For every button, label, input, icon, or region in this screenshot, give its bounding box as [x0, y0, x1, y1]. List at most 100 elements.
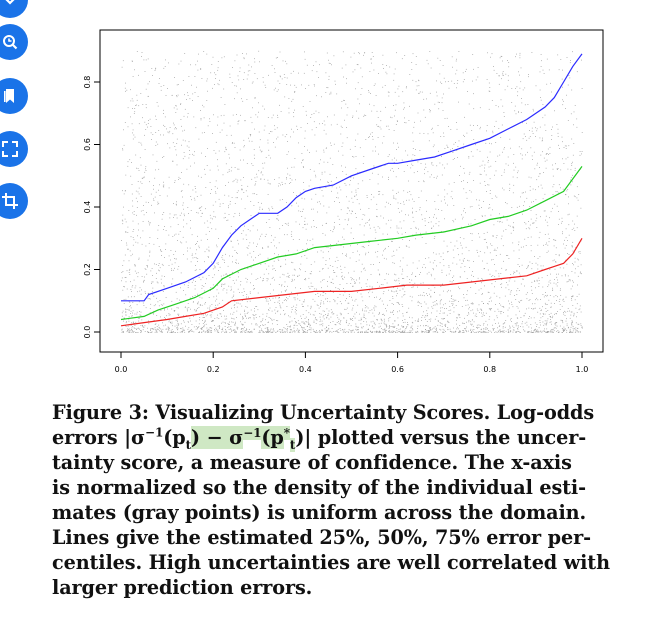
scatter-point: [131, 193, 133, 195]
scatter-point: [504, 89, 506, 91]
scatter-point: [513, 250, 515, 252]
scatter-point: [554, 313, 555, 315]
scatter-point: [345, 309, 347, 310]
scatter-point: [516, 331, 517, 333]
scatter-point: [393, 331, 394, 332]
scatter-point: [509, 331, 511, 333]
scatter-point: [567, 275, 569, 277]
scatter-point: [132, 212, 134, 214]
scatter-point: [577, 199, 579, 201]
scatter-point: [388, 176, 389, 178]
scatter-point: [201, 331, 203, 333]
scatter-point: [501, 235, 503, 237]
scatter-point: [412, 234, 414, 236]
scatter-point: [522, 89, 524, 91]
scatter-point: [529, 189, 531, 191]
scatter-point: [219, 79, 220, 81]
scatter-point: [183, 320, 184, 322]
scatter-point: [571, 298, 572, 299]
scatter-point: [395, 290, 397, 292]
scatter-point: [143, 205, 144, 206]
scatter-point: [241, 185, 243, 186]
scatter-point: [145, 59, 147, 61]
scatter-point: [457, 313, 459, 315]
expand-button[interactable]: [0, 131, 28, 167]
scatter-point: [165, 249, 166, 250]
scatter-point: [309, 101, 311, 102]
scatter-point: [169, 332, 171, 333]
scatter-point: [375, 150, 376, 152]
scatter-point: [155, 115, 156, 117]
scatter-point: [482, 279, 484, 281]
scatter-point: [442, 259, 444, 260]
scatter-point: [547, 286, 549, 287]
scatter-point: [425, 329, 426, 330]
scatter-point: [541, 309, 542, 311]
scatter-point: [191, 255, 193, 256]
scatter-point: [284, 96, 286, 98]
scatter-point: [125, 281, 127, 283]
scatter-point: [281, 329, 283, 331]
scatter-point: [140, 331, 141, 333]
scatter-point: [130, 175, 132, 177]
scatter-point: [207, 331, 209, 333]
scatter-point: [193, 279, 194, 281]
scatter-point: [517, 317, 519, 319]
scatter-point: [574, 230, 576, 231]
scatter-point: [137, 168, 139, 169]
scatter-point: [284, 328, 286, 330]
scatter-point: [430, 329, 431, 331]
scatter-point: [487, 52, 488, 54]
scatter-point: [454, 218, 456, 220]
scatter-point: [352, 329, 354, 331]
scatter-point: [385, 247, 386, 249]
scatter-point: [469, 190, 471, 191]
scatter-point: [413, 221, 415, 223]
scatter-point: [543, 210, 545, 212]
scatter-point: [344, 119, 345, 121]
scatter-point: [132, 205, 134, 207]
scatter-point: [326, 308, 328, 310]
scatter-point: [551, 139, 552, 140]
scatter-point: [547, 318, 549, 320]
scatter-point: [217, 124, 218, 126]
scatter-point: [278, 177, 280, 179]
scatter-point: [132, 76, 134, 77]
chevron-down-button[interactable]: [0, 0, 28, 18]
scatter-point: [378, 323, 380, 325]
scatter-point: [418, 181, 420, 182]
scatter-point: [396, 149, 397, 150]
scatter-point: [562, 231, 563, 233]
scatter-point: [231, 321, 233, 323]
scatter-point: [274, 302, 276, 303]
scatter-point: [153, 305, 155, 307]
zoom-search-button[interactable]: [0, 24, 28, 60]
scatter-point: [578, 251, 580, 253]
scatter-point: [251, 140, 253, 142]
scatter-point: [129, 250, 131, 252]
scatter-point: [348, 272, 349, 274]
scatter-point: [268, 265, 270, 267]
crop-button[interactable]: [0, 183, 28, 219]
scatter-point: [531, 289, 533, 291]
scatter-point: [343, 238, 345, 240]
scatter-point: [537, 330, 539, 332]
bookmark-button[interactable]: [0, 78, 28, 114]
scatter-point: [222, 289, 224, 291]
scatter-point: [432, 132, 434, 134]
scatter-point: [223, 114, 225, 116]
scatter-point: [383, 313, 384, 315]
scatter-point: [544, 295, 546, 296]
scatter-point: [260, 325, 261, 326]
scatter-point: [564, 330, 565, 331]
scatter-point: [164, 116, 166, 118]
scatter-point: [325, 72, 327, 74]
scatter-point: [393, 162, 395, 163]
scatter-point: [309, 273, 311, 275]
scatter-point: [509, 327, 511, 329]
scatter-point: [298, 210, 300, 212]
scatter-point: [479, 331, 480, 332]
scatter-point: [449, 330, 451, 332]
scatter-point: [273, 268, 275, 269]
scatter-point: [340, 265, 341, 267]
